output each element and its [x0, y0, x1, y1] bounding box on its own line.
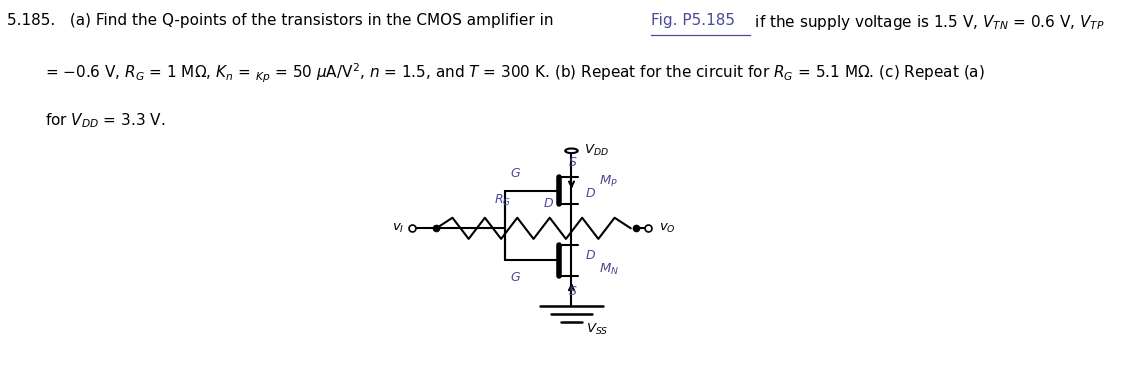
- Text: for $V_{DD}$ = 3.3 V.: for $V_{DD}$ = 3.3 V.: [45, 111, 165, 130]
- Text: G: G: [510, 271, 520, 284]
- Text: $R_G$: $R_G$: [494, 192, 511, 208]
- Text: D: D: [585, 250, 596, 263]
- Text: Fig. P5.185: Fig. P5.185: [651, 13, 736, 28]
- Text: $V_{DD}$: $V_{DD}$: [584, 143, 608, 158]
- Text: $M_P$: $M_P$: [598, 173, 618, 189]
- Text: D: D: [585, 187, 596, 200]
- Text: = $-$0.6 V, $R_G$ = 1 M$\Omega$, $K_n$ = $_{Kp}$ = 50 $\mu$A/V$^2$, $n$ = 1.5, a: = $-$0.6 V, $R_G$ = 1 M$\Omega$, $K_n$ =…: [45, 62, 985, 85]
- Text: $v_I$: $v_I$: [391, 222, 404, 235]
- Text: D: D: [544, 197, 553, 210]
- Text: G: G: [510, 167, 520, 180]
- Text: if the supply voltage is 1.5 V, $V_{TN}$ = 0.6 V, $V_{TP}$: if the supply voltage is 1.5 V, $V_{TN}$…: [750, 13, 1104, 32]
- Text: $V_{SS}$: $V_{SS}$: [585, 322, 608, 337]
- Text: 5.185.   (a) Find the Q-points of the transistors in the CMOS amplifier in: 5.185. (a) Find the Q-points of the tran…: [7, 13, 558, 28]
- Text: $v_O$: $v_O$: [659, 222, 676, 235]
- Text: S: S: [568, 156, 576, 170]
- Text: S: S: [568, 285, 576, 298]
- Text: $M_N$: $M_N$: [598, 263, 619, 277]
